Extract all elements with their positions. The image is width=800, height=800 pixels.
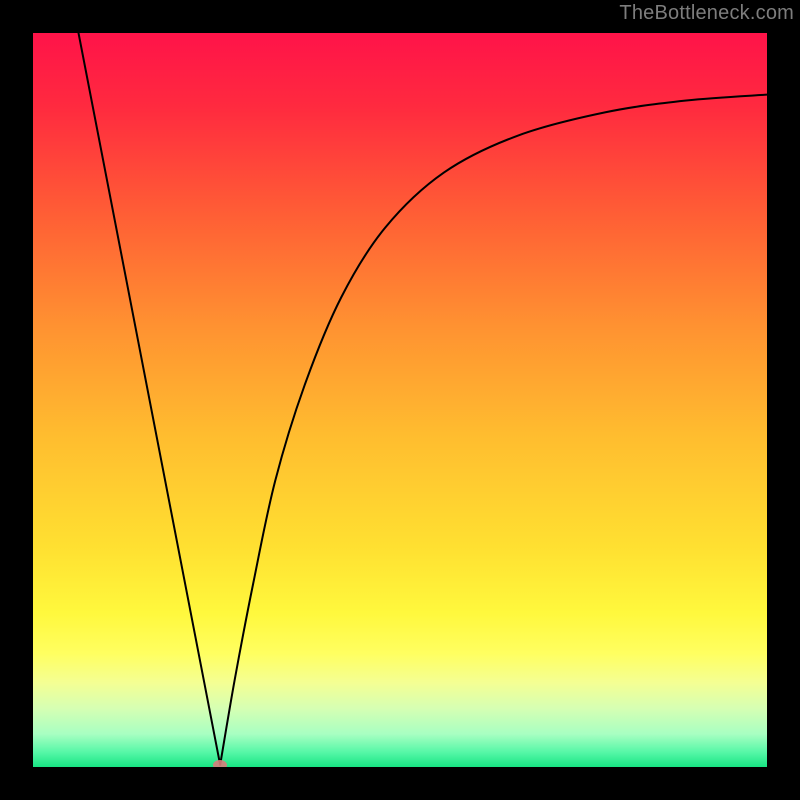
watermark-text: TheBottleneck.com (619, 2, 794, 25)
chart-frame: TheBottleneck.com (0, 0, 800, 800)
curve-minimum-marker (213, 760, 227, 767)
bottleneck-curve (79, 33, 767, 765)
plot-area (33, 33, 767, 767)
curve-layer (33, 33, 767, 767)
